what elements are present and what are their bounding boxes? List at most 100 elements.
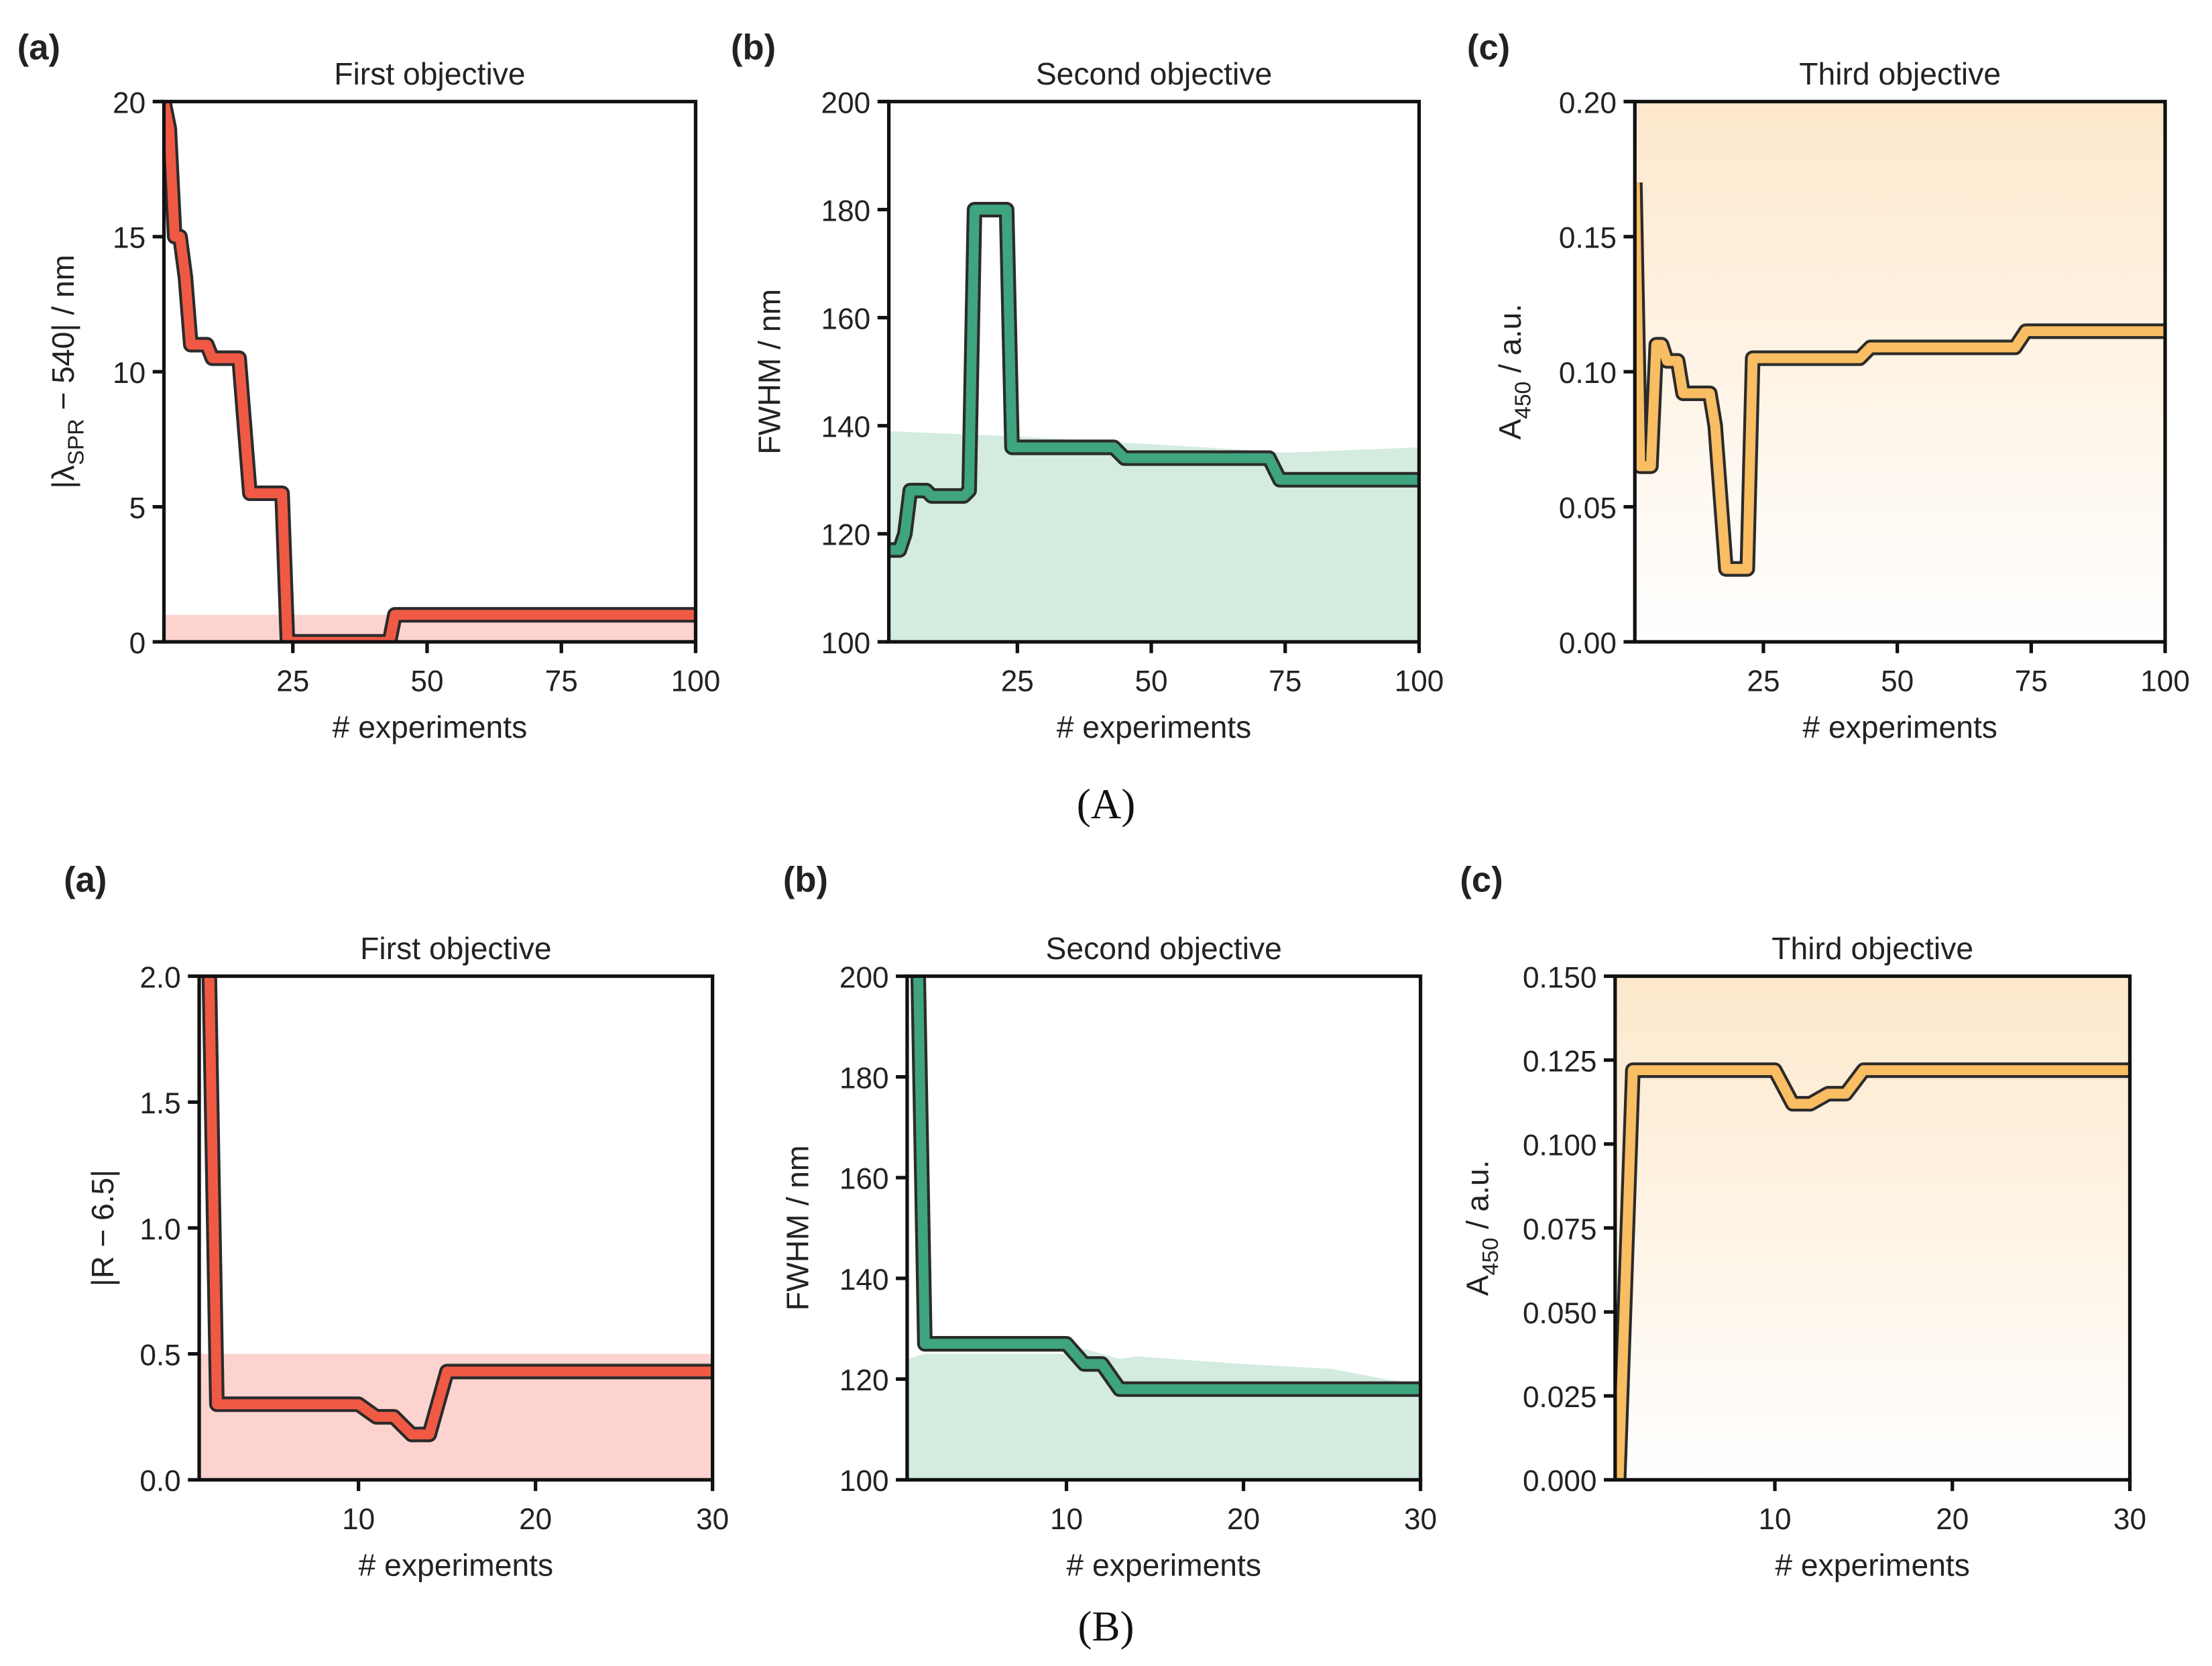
y-axis-label: A450 / a.u. (1493, 304, 1536, 440)
y-axis-label-main: A (1460, 1275, 1495, 1296)
x-tick-label: 25 (276, 665, 309, 698)
y-tick-label: 2.0 (139, 961, 180, 994)
chart-panel-A-b: 25 50 75 100 100 120 140 160 180 200 Second object… (731, 27, 1444, 744)
x-tick-label: 30 (696, 1503, 729, 1536)
y-tick-label: 160 (839, 1163, 889, 1196)
plot-area (1615, 976, 2130, 1480)
y-tick-label: 180 (839, 1062, 889, 1095)
plot-area (164, 101, 696, 643)
x-tick-label: 75 (1269, 665, 1301, 698)
x-axis-label: # experiments (333, 710, 528, 744)
chart-panel-B-b: 10 20 30 100 120 140 160 180 200 Second objective… (780, 860, 1437, 1582)
chart-title: First objective (334, 56, 525, 91)
x-tick-label: 75 (545, 665, 578, 698)
x-axis-label: # experiments (1802, 710, 1997, 744)
y-axis-label: FWHM / nm (780, 1146, 815, 1311)
y-tick-label: 140 (839, 1264, 889, 1296)
chart-panel-B-a: 10 20 30 0.0 0.5 1.0 1.5 2.0 First objective # ex… (64, 860, 729, 1582)
plot-area (199, 976, 713, 1480)
panel-label: (b) (731, 27, 776, 67)
y-tick-label: 15 (113, 222, 145, 255)
y-axis-label: FWHM / nm (752, 289, 787, 455)
y-axis-label-subscript: SPR (64, 419, 89, 465)
y-tick-label: 5 (129, 492, 146, 524)
y-axis-label-subscript: 450 (1511, 382, 1536, 419)
caption-A: (A) (1077, 781, 1136, 828)
y-tick-label: 1.0 (139, 1213, 180, 1246)
y-tick-label: 120 (821, 519, 871, 552)
y-tick-label: 180 (821, 195, 871, 227)
y-tick-label: 200 (839, 961, 889, 994)
x-axis-label: # experiments (1775, 1547, 1970, 1582)
series-line (888, 205, 1419, 555)
y-axis-label-rest: / a.u. (1460, 1160, 1495, 1238)
x-axis-label: # experiments (1066, 1547, 1261, 1582)
y-tick-label: 0.100 (1523, 1129, 1597, 1162)
x-tick-label: 100 (2140, 665, 2190, 698)
x-tick-label: 10 (1050, 1503, 1083, 1536)
y-tick-label: 0.125 (1523, 1045, 1597, 1078)
y-tick-label: 10 (113, 357, 145, 390)
chart-title: Second objective (1046, 931, 1282, 966)
chart-panel-A-c: 25 50 75 100 0.00 0.05 0.10 0.15 0.20 Third objec… (1467, 27, 2190, 744)
y-tick-label: 1.5 (139, 1087, 180, 1120)
axes-frame (886, 99, 1421, 644)
series-line (204, 976, 713, 1440)
y-tick-label: 100 (839, 1465, 889, 1498)
y-tick-label: 0.0 (139, 1465, 180, 1498)
chart-title: Third objective (1799, 56, 2001, 91)
panel-label: (c) (1460, 860, 1503, 899)
y-tick-label: 0.05 (1559, 492, 1617, 524)
x-tick-label: 30 (1404, 1503, 1437, 1536)
y-tick-label: 0.000 (1523, 1465, 1597, 1498)
y-tick-label: 100 (821, 627, 871, 660)
chart-title: First objective (360, 931, 551, 966)
x-tick-label: 75 (2015, 665, 2048, 698)
panel-label: (b) (783, 860, 828, 899)
x-tick-label: 50 (1881, 665, 1914, 698)
y-axis-label: |λSPR − 540| / nm (46, 255, 89, 489)
x-tick-label: 100 (1395, 665, 1444, 698)
series-line (1615, 1065, 2130, 1480)
x-tick-label: 25 (1747, 665, 1780, 698)
chart-panel-A-a: 25 50 75 100 0 5 10 15 20 First objective # experi… (17, 27, 721, 744)
x-tick-label: 20 (1227, 1503, 1260, 1536)
chart-title: Second objective (1036, 56, 1272, 91)
y-tick-label: 200 (821, 87, 871, 119)
x-axis-label: # experiments (1057, 710, 1252, 744)
axes-frame (905, 974, 1423, 1482)
series-line-outline (164, 101, 696, 643)
y-tick-label: 0.150 (1523, 961, 1597, 994)
y-tick-label: 0.20 (1559, 87, 1617, 119)
y-tick-label: 0.5 (139, 1339, 180, 1372)
y-tick-label: 0.00 (1559, 627, 1617, 660)
chart-title: Third objective (1771, 931, 1973, 966)
y-tick-label: 0.050 (1523, 1297, 1597, 1330)
series-line (164, 101, 696, 643)
target-region-gradient (1635, 101, 2166, 643)
panel-label: (a) (64, 860, 107, 899)
y-tick-label: 120 (839, 1364, 889, 1397)
x-tick-label: 25 (1001, 665, 1034, 698)
x-tick-label: 30 (2113, 1503, 2146, 1536)
y-tick-label: 0.10 (1559, 357, 1617, 390)
x-tick-label: 50 (410, 665, 443, 698)
plot-area (907, 976, 1421, 1480)
y-axis-label-subscript: 450 (1478, 1237, 1503, 1275)
series-line-outline (910, 976, 1421, 1397)
y-tick-label: 160 (821, 302, 871, 335)
x-axis-label: # experiments (359, 1547, 554, 1582)
y-axis-label: |R − 6.5| (85, 1170, 120, 1287)
y-tick-label: 20 (113, 87, 145, 119)
y-axis-label-main: |λ (46, 465, 80, 489)
y-axis-label-main: A (1493, 419, 1527, 440)
y-tick-label: 0.15 (1559, 222, 1617, 255)
y-tick-label: 0.025 (1523, 1381, 1597, 1414)
x-tick-label: 50 (1134, 665, 1167, 698)
x-tick-label: 100 (671, 665, 721, 698)
uncertainty-area (907, 1349, 1421, 1480)
y-axis-label-main: FWHM / nm (752, 289, 787, 455)
y-axis-label-main: |R − 6.5| (85, 1170, 120, 1287)
y-axis-label-rest: / a.u. (1493, 304, 1527, 382)
